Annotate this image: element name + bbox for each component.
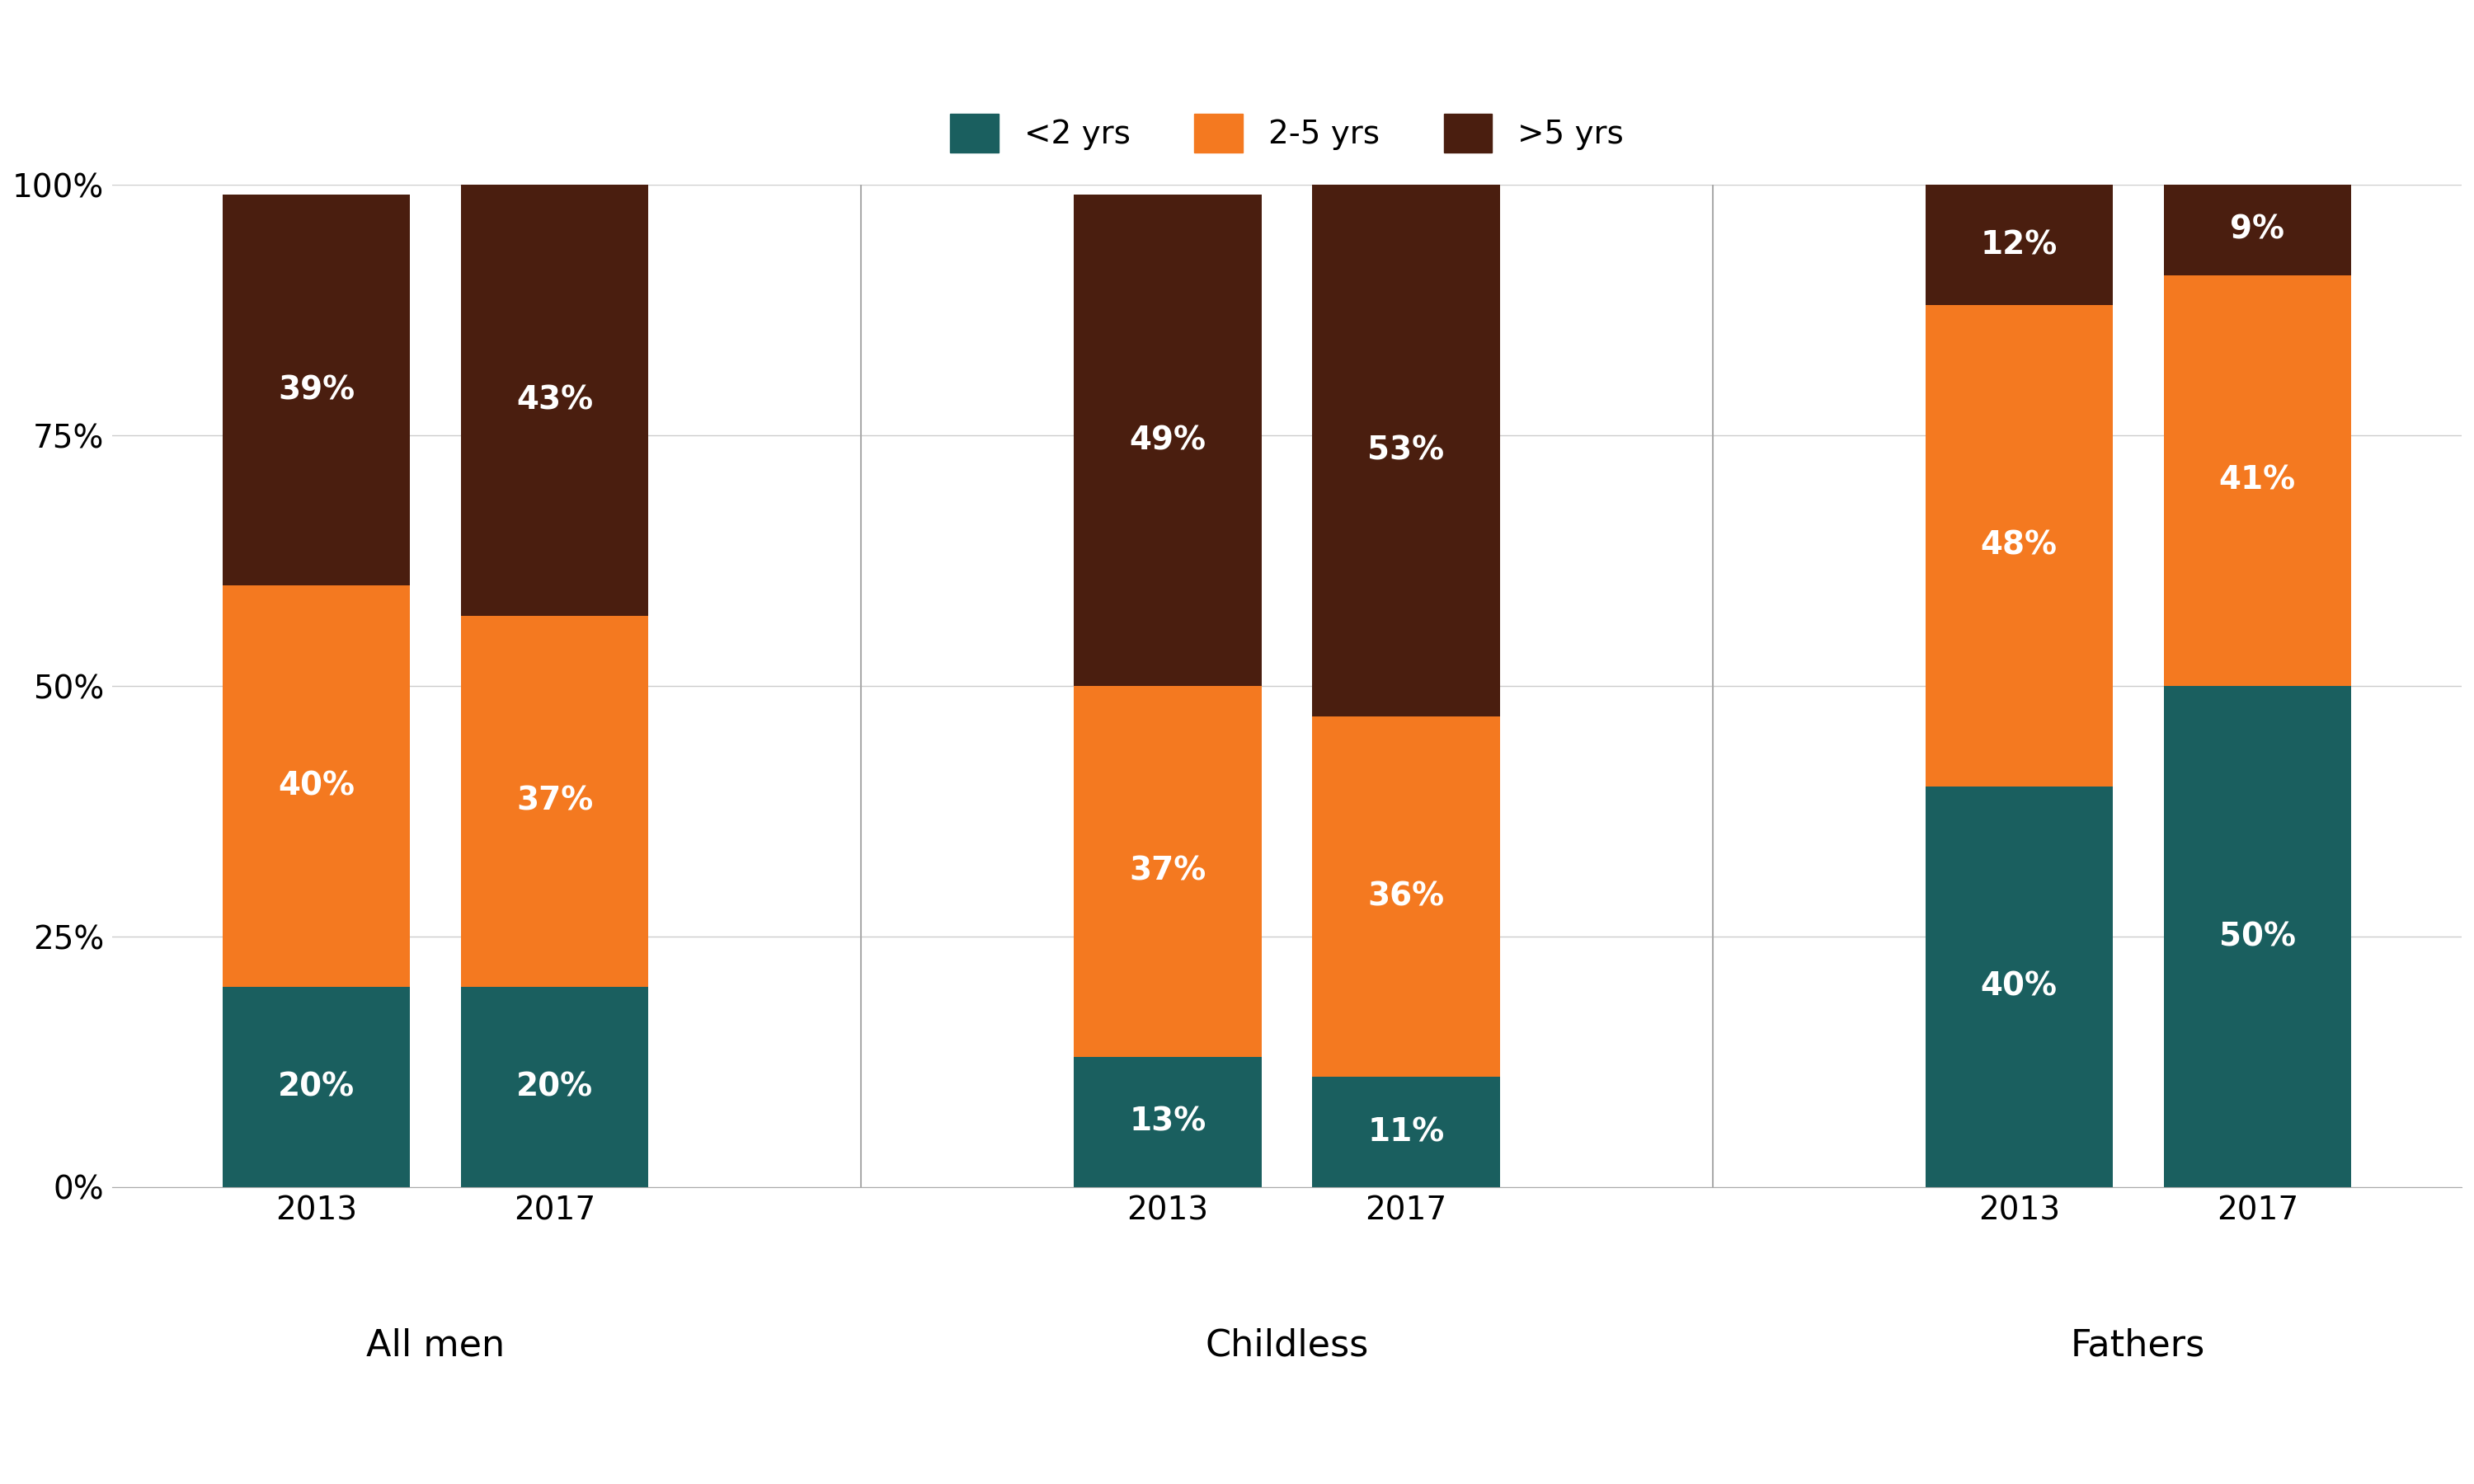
Bar xyxy=(460,186,648,616)
Text: 13%: 13% xyxy=(1128,1107,1207,1138)
Text: 50%: 50% xyxy=(2219,922,2296,953)
Text: 41%: 41% xyxy=(2219,464,2296,496)
Bar xyxy=(2165,275,2350,686)
Bar xyxy=(1311,717,1499,1077)
Text: 40%: 40% xyxy=(277,770,354,801)
Text: 39%: 39% xyxy=(277,374,354,407)
Text: 40%: 40% xyxy=(1982,971,2058,1002)
Text: Fathers: Fathers xyxy=(2071,1328,2204,1362)
Text: 12%: 12% xyxy=(1982,230,2058,261)
Text: All men: All men xyxy=(366,1328,505,1362)
Text: 37%: 37% xyxy=(1128,856,1207,887)
Bar xyxy=(2165,686,2350,1187)
Bar xyxy=(2165,186,2350,275)
Bar xyxy=(460,616,648,987)
Text: 49%: 49% xyxy=(1128,424,1205,456)
Bar xyxy=(223,586,411,987)
Text: 20%: 20% xyxy=(277,1071,354,1103)
Text: 48%: 48% xyxy=(1982,530,2058,561)
Bar xyxy=(1074,194,1262,686)
Text: 43%: 43% xyxy=(517,384,594,416)
Bar xyxy=(223,194,411,586)
Text: 20%: 20% xyxy=(517,1071,594,1103)
Bar xyxy=(1311,1077,1499,1187)
Legend: <2 yrs, 2-5 yrs, >5 yrs: <2 yrs, 2-5 yrs, >5 yrs xyxy=(938,101,1635,165)
Bar xyxy=(460,987,648,1187)
Text: 53%: 53% xyxy=(1368,435,1445,466)
Text: 9%: 9% xyxy=(2229,214,2284,245)
Bar xyxy=(1311,186,1499,717)
Text: 36%: 36% xyxy=(1368,881,1445,913)
Text: 37%: 37% xyxy=(517,785,594,816)
Bar xyxy=(1074,686,1262,1057)
Bar xyxy=(1074,1057,1262,1187)
Bar xyxy=(1925,186,2113,306)
Bar xyxy=(1925,306,2113,787)
Text: 11%: 11% xyxy=(1368,1116,1445,1147)
Text: Childless: Childless xyxy=(1205,1328,1368,1362)
Bar xyxy=(223,987,411,1187)
Bar xyxy=(1925,787,2113,1187)
